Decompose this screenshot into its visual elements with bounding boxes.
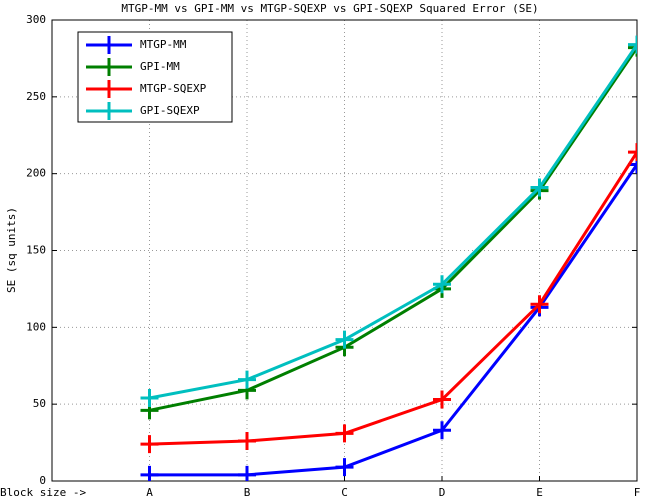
y-tick-label: 300 bbox=[26, 13, 46, 26]
legend-marker bbox=[100, 58, 118, 76]
x-tick-label: B bbox=[244, 486, 251, 499]
legend-marker bbox=[100, 102, 118, 120]
marker bbox=[335, 458, 354, 477]
marker bbox=[140, 465, 159, 481]
legend-marker bbox=[100, 36, 118, 54]
marker bbox=[238, 370, 256, 389]
marker bbox=[530, 178, 549, 197]
series-line bbox=[149, 43, 637, 400]
y-tick-label: 200 bbox=[26, 167, 46, 180]
marker bbox=[530, 295, 549, 314]
legend-label: GPI-MM bbox=[140, 60, 180, 73]
legend-label: MTGP-MM bbox=[140, 38, 187, 51]
series-line bbox=[149, 151, 637, 446]
y-tick-label: 50 bbox=[33, 397, 46, 410]
marker bbox=[238, 432, 256, 451]
y-tick-label: 100 bbox=[26, 320, 46, 333]
marker bbox=[433, 421, 451, 440]
legend-label: GPI-SQEXP bbox=[140, 104, 200, 117]
legend-box bbox=[77, 31, 233, 123]
marker bbox=[433, 390, 451, 409]
x-tick-label: A bbox=[146, 486, 153, 499]
marker bbox=[628, 38, 637, 57]
marker bbox=[140, 389, 159, 408]
marker bbox=[628, 35, 637, 54]
x-tick-label: Block size -> bbox=[0, 486, 86, 499]
marker bbox=[335, 330, 354, 349]
x-tick-label: D bbox=[439, 486, 446, 499]
marker bbox=[238, 465, 256, 481]
x-tick-label: C bbox=[341, 486, 348, 499]
y-tick-label: 250 bbox=[26, 90, 46, 103]
series-line bbox=[149, 163, 637, 477]
y-tick-label: 0 bbox=[39, 474, 46, 487]
marker bbox=[628, 155, 637, 174]
x-tick-label: E bbox=[536, 486, 543, 499]
legend-label: MTGP-SQEXP bbox=[140, 82, 207, 95]
plot-frame bbox=[51, 19, 638, 482]
marker bbox=[335, 424, 354, 443]
marker bbox=[140, 435, 159, 454]
series-line bbox=[149, 46, 637, 412]
chart-title: MTGP-MM vs GPI-MM vs MTGP-SQEXP vs GPI-S… bbox=[121, 2, 538, 15]
marker bbox=[628, 143, 637, 162]
y-axis-label: SE (sq units) bbox=[5, 207, 18, 293]
marker bbox=[433, 275, 451, 294]
plot-area bbox=[140, 35, 637, 481]
x-tick-label: F bbox=[634, 486, 641, 499]
legend-marker bbox=[100, 80, 118, 98]
y-tick-label: 150 bbox=[26, 244, 46, 257]
